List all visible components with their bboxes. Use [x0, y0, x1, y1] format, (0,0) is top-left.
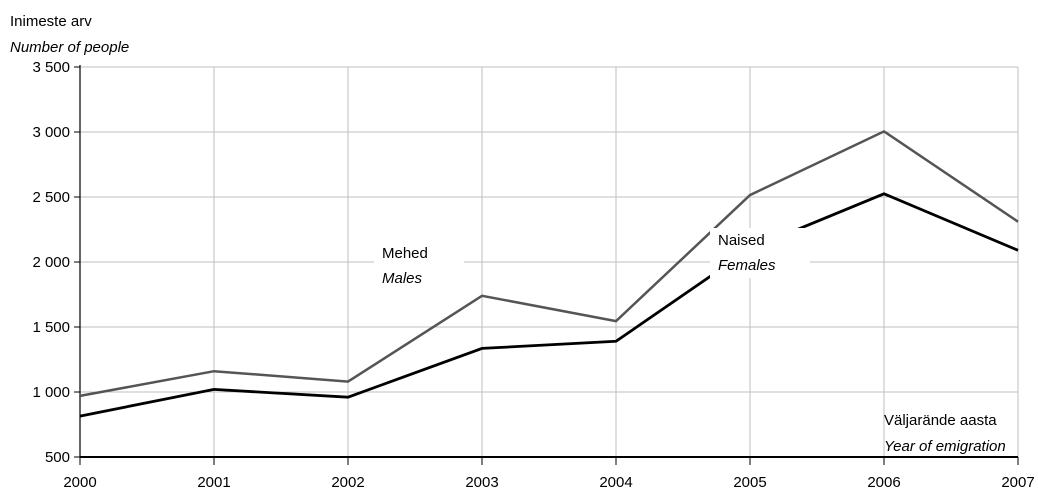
x-axis-label: Väljarände aasta [884, 412, 997, 429]
x-tick-label: 2004 [599, 474, 632, 491]
y-tick-label: 3 500 [32, 59, 70, 76]
x-tick-label: 2003 [465, 474, 498, 491]
y-tick-label: 1 500 [32, 319, 70, 336]
females-line [79, 192, 1019, 418]
males-label-bg [374, 240, 464, 292]
males-label: Mehed [382, 245, 428, 262]
y-tick-label: 500 [45, 449, 70, 466]
y-tick-label: 2 500 [32, 189, 70, 206]
x-tick-label: 2001 [197, 474, 230, 491]
x-tick-label: 2000 [63, 474, 96, 491]
x-tick-label: 2006 [867, 474, 900, 491]
y-tick-label: 3 000 [32, 124, 70, 141]
grid [80, 66, 1019, 457]
x-axis-label-en: Year of emigration [884, 438, 1006, 455]
x-tick-label: 2005 [733, 474, 766, 491]
y-axis-label-en: Number of people [10, 39, 129, 56]
x-tick-label: 2002 [331, 474, 364, 491]
females-label-bg [710, 228, 810, 278]
y-axis: 500 1 000 1 500 2 000 2 500 3 000 3 500 [32, 59, 81, 466]
males-line [79, 129, 1019, 398]
females-label-en: Females [718, 257, 776, 274]
x-axis: 2000 2001 2002 2003 2004 2005 2006 2007 [63, 456, 1035, 491]
females-label: Naised [718, 232, 765, 249]
y-tick-label: 1 000 [32, 384, 70, 401]
x-tick-label: 2007 [1001, 474, 1034, 491]
y-axis-label: Inimeste arv [10, 13, 92, 30]
males-label-en: Males [382, 270, 423, 287]
y-tick-label: 2 000 [32, 254, 70, 271]
series-lines [79, 129, 1019, 418]
